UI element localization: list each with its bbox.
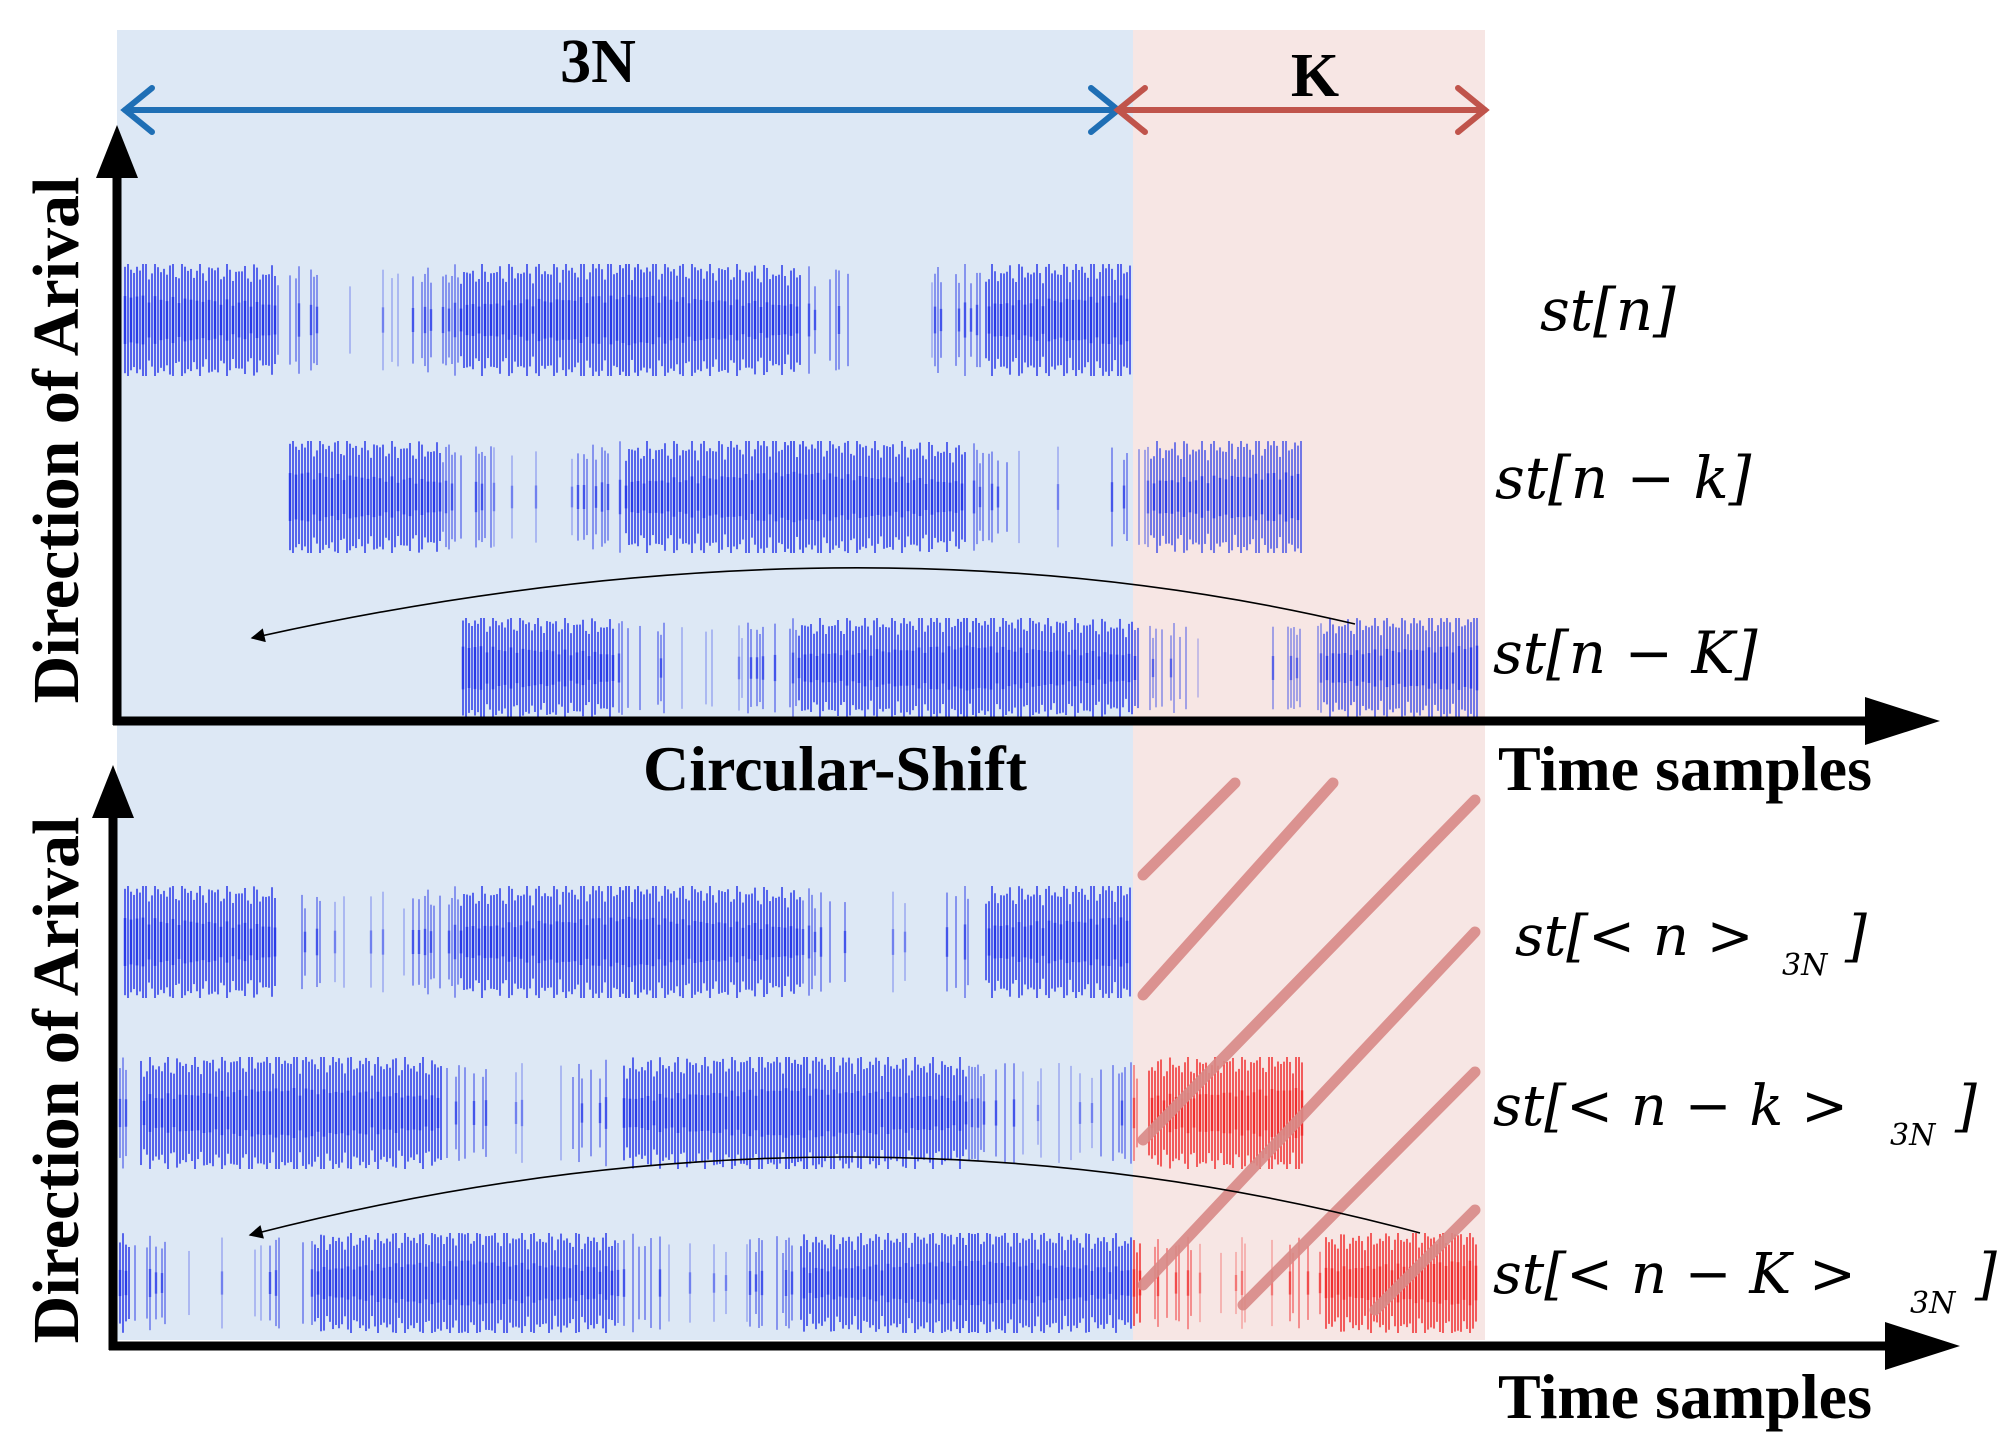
top-signal-label-1: st[n]: [1540, 276, 1676, 344]
bottom-signal-label-3: st[< n − K > 3N ]: [1493, 1242, 1997, 1321]
shift-label: Circular-Shift: [643, 733, 1028, 804]
bottom-signal-label-1-sub: 3N: [1782, 948, 1829, 983]
top-signal-label-2: st[n − k]: [1495, 444, 1752, 512]
bottom-signal-label-3-close: ]: [1974, 1242, 1997, 1307]
waveform-cs-n-minus-k: [120, 1057, 1302, 1169]
bottom-signal-label-2-close: ]: [1954, 1074, 1977, 1139]
bottom-signal-label-3-base: st[< n − K >: [1493, 1242, 1856, 1307]
bottom-signal-label-2: st[< n − k > 3N ]: [1493, 1074, 1977, 1153]
bottom-x-axis-label: Time samples: [1498, 1361, 1872, 1432]
bottom-signal-label-2-sub: 3N: [1890, 1118, 1937, 1153]
bottom-signal-label-3-sub: 3N: [1910, 1286, 1957, 1321]
bottom-y-axis-label: Direction of Arival: [20, 817, 93, 1344]
bottom-signal-label-1: st[< n > 3N ]: [1515, 904, 1867, 983]
top-signal-label-3: st[n − K]: [1493, 619, 1758, 687]
bottom-signal-label-1-close: ]: [1844, 904, 1867, 969]
span-k-label: K: [1291, 42, 1339, 110]
top-x-axis-label: Time samples: [1498, 733, 1872, 804]
bottom-signal-label-2-base: st[< n − k >: [1493, 1074, 1848, 1139]
bottom-signal-label-1-base: st[< n >: [1515, 904, 1754, 969]
span-3n-label: 3N: [560, 28, 636, 96]
top-y-axis-label: Direction of Arival: [20, 177, 93, 704]
